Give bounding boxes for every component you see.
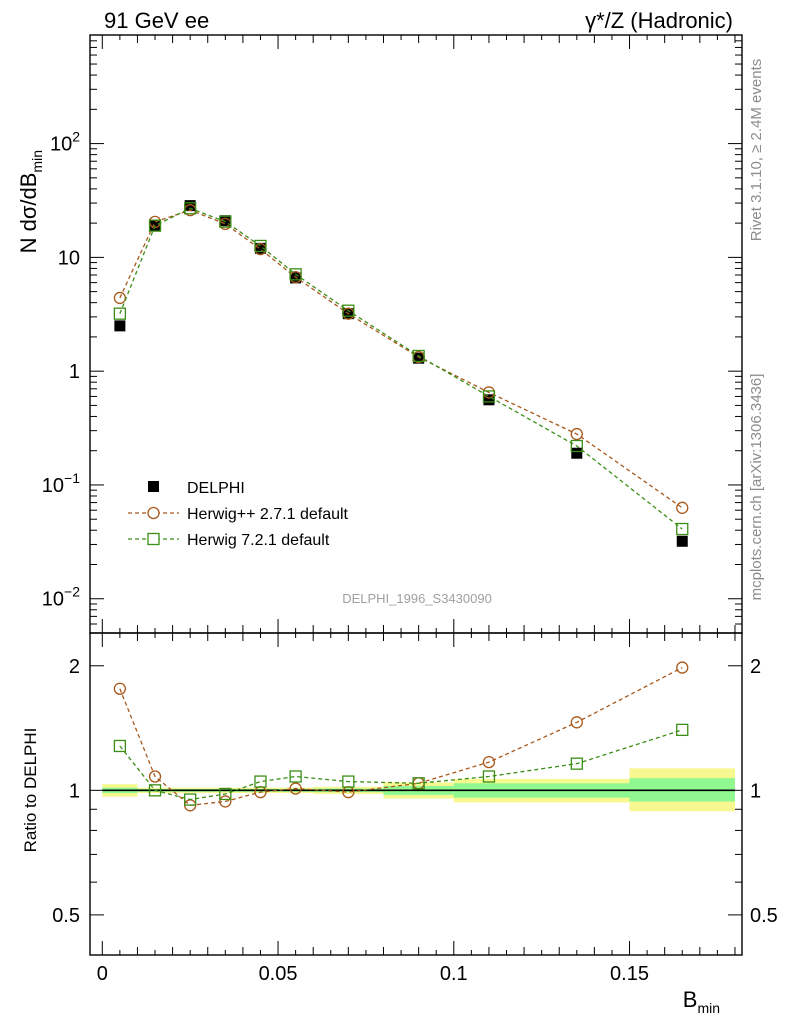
main-data-point-delphi bbox=[676, 535, 688, 547]
ratio-y-tick-label-right: 0.5 bbox=[750, 905, 778, 927]
main-point-herwig7 bbox=[570, 439, 583, 453]
ratio-y-tick-label-right: 1 bbox=[750, 780, 761, 802]
main-point-herwig7 bbox=[219, 215, 232, 228]
mcplots-reference-label: mcplots.cern.ch [arXiv:1306.3436] bbox=[748, 374, 765, 601]
main-point-herwig7 bbox=[184, 202, 197, 215]
main-y-tick-base: 10 bbox=[42, 475, 64, 497]
ratio-point-herwig7 bbox=[412, 777, 425, 790]
main-point-herwig7 bbox=[412, 349, 425, 363]
ratio-point-herwig7 bbox=[676, 723, 689, 737]
x-axis-label-sub: min bbox=[697, 1000, 720, 1016]
ratio-point-herwigpp bbox=[570, 716, 583, 729]
main-point-herwig7 bbox=[113, 307, 127, 320]
ratio-plot-area bbox=[102, 768, 735, 812]
ratio-point-herwigpp bbox=[148, 770, 162, 783]
legend-label-delphi: DELPHI bbox=[187, 480, 245, 497]
ratio-point-herwig7 bbox=[342, 775, 355, 788]
ratio-y-axis-label: Ratio to DELPHI bbox=[21, 728, 40, 853]
ratio-plot-frame bbox=[89, 632, 743, 956]
header-right-label: γ*/Z (Hadronic) bbox=[585, 8, 733, 33]
main-data-point-delphi bbox=[483, 394, 495, 406]
main-data-point-delphi bbox=[114, 320, 126, 332]
legend-marker-herwigpp bbox=[147, 506, 160, 520]
main-data-point-delphi bbox=[219, 215, 231, 227]
main-y-tick-exponent: 2 bbox=[72, 129, 80, 145]
legend-marker-herwig7 bbox=[147, 532, 160, 546]
main-y-tick-base: 10 bbox=[42, 589, 64, 611]
main-point-herwig7 bbox=[148, 219, 162, 232]
main-y-tick-base: 10 bbox=[50, 134, 72, 156]
rivet-version-label: Rivet 3.1.10, ≥ 2.4M events bbox=[748, 59, 765, 242]
chart-marks bbox=[113, 200, 689, 812]
main-series-line bbox=[119, 207, 683, 530]
main-point-herwig7 bbox=[254, 239, 267, 253]
header-left-label: 91 GeV ee bbox=[104, 8, 209, 33]
ratio-y-tick-label-left: 1 bbox=[69, 780, 80, 802]
main-data-point-delphi bbox=[571, 447, 583, 459]
x-tick-label: 0.15 bbox=[610, 963, 649, 985]
main-y-tick-label: 10 bbox=[58, 247, 80, 269]
ratio-point-herwigpp bbox=[482, 755, 496, 769]
main-point-herwig7 bbox=[482, 390, 496, 403]
main-point-herwigpp bbox=[570, 427, 583, 441]
legend-marker-delphi bbox=[148, 481, 159, 492]
main-y-tick-label: 10−1 bbox=[42, 470, 80, 497]
main-data-point-delphi bbox=[184, 200, 196, 212]
ratio-series-line bbox=[119, 666, 683, 806]
main-y-axis-label-sub: min bbox=[29, 150, 45, 173]
ratio-point-herwig7 bbox=[184, 793, 197, 806]
x-axis-label-text: B bbox=[683, 987, 698, 1012]
main-point-herwig7 bbox=[289, 268, 302, 281]
main-data-point-delphi bbox=[413, 352, 425, 364]
ratio-point-herwigpp bbox=[676, 661, 689, 674]
ratio-point-herwigpp bbox=[289, 782, 302, 795]
main-y-tick-exponent: −2 bbox=[64, 584, 80, 600]
legend-label-herwigpp: Herwig++ 2.7.1 default bbox=[187, 506, 349, 523]
ratio-point-herwig7 bbox=[570, 757, 583, 770]
ratio-point-herwig7 bbox=[482, 770, 496, 783]
analysis-id-label: DELPHI_1996_S3430090 bbox=[342, 591, 492, 606]
ratio-point-herwig7 bbox=[148, 784, 162, 797]
main-data-point-delphi bbox=[254, 242, 266, 254]
ratio-y-tick-label-left: 0.5 bbox=[52, 905, 80, 927]
legend: DELPHI Herwig++ 2.7.1 default Herwig 7.2… bbox=[128, 480, 349, 549]
main-y-tick-label: 1 bbox=[69, 361, 80, 383]
x-tick-label: 0.05 bbox=[259, 963, 298, 985]
main-y-axis-label: N dσ/dBmin bbox=[16, 150, 45, 253]
x-tick-label: 0.1 bbox=[440, 963, 468, 985]
main-y-tick-label: 102 bbox=[50, 129, 80, 156]
ratio-point-herwig7 bbox=[113, 739, 127, 753]
ratio-point-herwigpp bbox=[113, 682, 127, 695]
svg-text:N dσ/dBmin: N dσ/dBmin bbox=[16, 150, 45, 253]
main-y-tick-base: 1 bbox=[69, 361, 80, 383]
main-point-herwigpp bbox=[676, 501, 689, 514]
main-y-tick-base: 10 bbox=[58, 247, 80, 269]
main-point-herwig7 bbox=[676, 522, 689, 536]
ratio-y-tick-label-left: 2 bbox=[69, 656, 80, 678]
main-point-herwigpp bbox=[113, 291, 127, 305]
ratio-point-herwig7 bbox=[219, 787, 232, 801]
ratio-series-line bbox=[119, 729, 683, 801]
main-y-tick-label: 10−2 bbox=[42, 584, 80, 611]
main-point-herwig7 bbox=[342, 304, 355, 317]
main-y-axis-label-text: N dσ/dB bbox=[16, 173, 41, 254]
ratio-point-herwig7 bbox=[289, 770, 302, 783]
ratio-y-tick-label-right: 2 bbox=[750, 656, 761, 678]
ratio-point-herwig7 bbox=[254, 775, 267, 788]
x-axis-label: Bmin bbox=[683, 987, 720, 1016]
ratio-point-herwigpp bbox=[219, 795, 232, 808]
svg-text:Bmin: Bmin bbox=[683, 987, 720, 1016]
main-y-tick-exponent: −1 bbox=[64, 470, 80, 486]
x-tick-label: 0 bbox=[97, 963, 108, 985]
legend-label-herwig7: Herwig 7.2.1 default bbox=[187, 532, 330, 549]
